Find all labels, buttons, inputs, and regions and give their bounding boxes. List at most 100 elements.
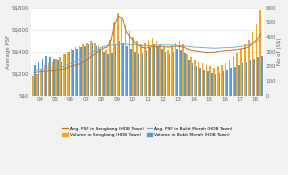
Bar	[176, 49, 178, 96]
Bar	[117, 13, 119, 96]
Bar	[152, 38, 153, 96]
Bar	[46, 56, 47, 96]
Legend: Avg. PSF in Sengkang (HDB Town), Volume in Sengkang (HDB Town), Avg. PSF in Buki: Avg. PSF in Sengkang (HDB Town), Volume …	[62, 127, 232, 137]
Y-axis label: No of (S$): No of (S$)	[277, 38, 283, 65]
Bar	[184, 53, 186, 96]
Bar	[75, 47, 76, 96]
Bar	[175, 43, 176, 96]
Bar	[156, 41, 157, 96]
Bar	[179, 41, 180, 96]
Bar	[126, 46, 128, 96]
Bar	[119, 41, 120, 96]
Bar	[246, 62, 247, 96]
Bar	[163, 47, 165, 96]
Bar	[256, 24, 257, 96]
Bar	[142, 53, 143, 96]
Bar	[92, 43, 93, 96]
Bar	[63, 54, 65, 96]
Bar	[105, 50, 107, 96]
Bar	[215, 74, 217, 96]
Bar	[198, 62, 200, 96]
Bar	[200, 68, 201, 96]
Bar	[48, 63, 49, 96]
Bar	[57, 60, 59, 96]
Y-axis label: Average PSF: Average PSF	[5, 34, 11, 69]
Bar	[165, 52, 166, 96]
Bar	[122, 43, 124, 96]
Bar	[234, 67, 236, 96]
Bar	[207, 71, 209, 96]
Bar	[55, 59, 57, 96]
Bar	[71, 49, 72, 96]
Bar	[257, 57, 259, 96]
Bar	[167, 50, 169, 96]
Bar	[236, 53, 238, 96]
Bar	[34, 65, 35, 96]
Bar	[232, 57, 234, 96]
Bar	[190, 57, 192, 96]
Bar	[69, 52, 70, 96]
Bar	[249, 60, 251, 96]
Bar	[82, 44, 84, 96]
Bar	[221, 65, 223, 96]
Bar	[138, 54, 139, 96]
Bar	[259, 10, 261, 96]
Bar	[113, 22, 115, 96]
Bar	[209, 66, 211, 96]
Bar	[238, 65, 240, 96]
Bar	[211, 73, 213, 96]
Bar	[76, 49, 78, 96]
Bar	[94, 43, 96, 96]
Bar	[61, 62, 62, 96]
Bar	[186, 54, 188, 96]
Bar	[206, 65, 207, 96]
Bar	[180, 50, 182, 96]
Bar	[144, 43, 145, 96]
Bar	[103, 52, 105, 96]
Bar	[32, 76, 34, 96]
Bar	[157, 46, 159, 96]
Bar	[36, 74, 38, 96]
Bar	[52, 62, 53, 96]
Bar	[242, 63, 243, 96]
Bar	[53, 59, 55, 96]
Bar	[225, 63, 226, 96]
Bar	[98, 46, 99, 96]
Bar	[132, 37, 134, 96]
Bar	[229, 60, 230, 96]
Bar	[161, 49, 163, 96]
Bar	[188, 60, 190, 96]
Bar	[102, 47, 103, 96]
Bar	[202, 63, 203, 96]
Bar	[223, 71, 224, 96]
Bar	[252, 33, 253, 96]
Bar	[111, 53, 113, 96]
Bar	[40, 69, 41, 96]
Bar	[248, 40, 249, 96]
Bar	[213, 68, 215, 96]
Bar	[219, 73, 220, 96]
Bar	[253, 59, 255, 96]
Bar	[121, 19, 122, 96]
Bar	[125, 25, 126, 96]
Bar	[192, 63, 194, 96]
Bar	[148, 40, 149, 96]
Bar	[80, 47, 82, 96]
Bar	[72, 50, 74, 96]
Bar	[194, 60, 196, 96]
Bar	[49, 57, 51, 96]
Bar	[128, 31, 130, 96]
Bar	[86, 43, 88, 96]
Bar	[130, 49, 132, 96]
Bar	[88, 44, 90, 96]
Bar	[96, 46, 97, 96]
Bar	[153, 44, 155, 96]
Bar	[149, 47, 151, 96]
Bar	[203, 70, 205, 96]
Bar	[67, 52, 69, 96]
Bar	[109, 40, 111, 96]
Bar	[217, 66, 219, 96]
Bar	[230, 68, 232, 96]
Bar	[240, 49, 242, 96]
Bar	[140, 44, 142, 96]
